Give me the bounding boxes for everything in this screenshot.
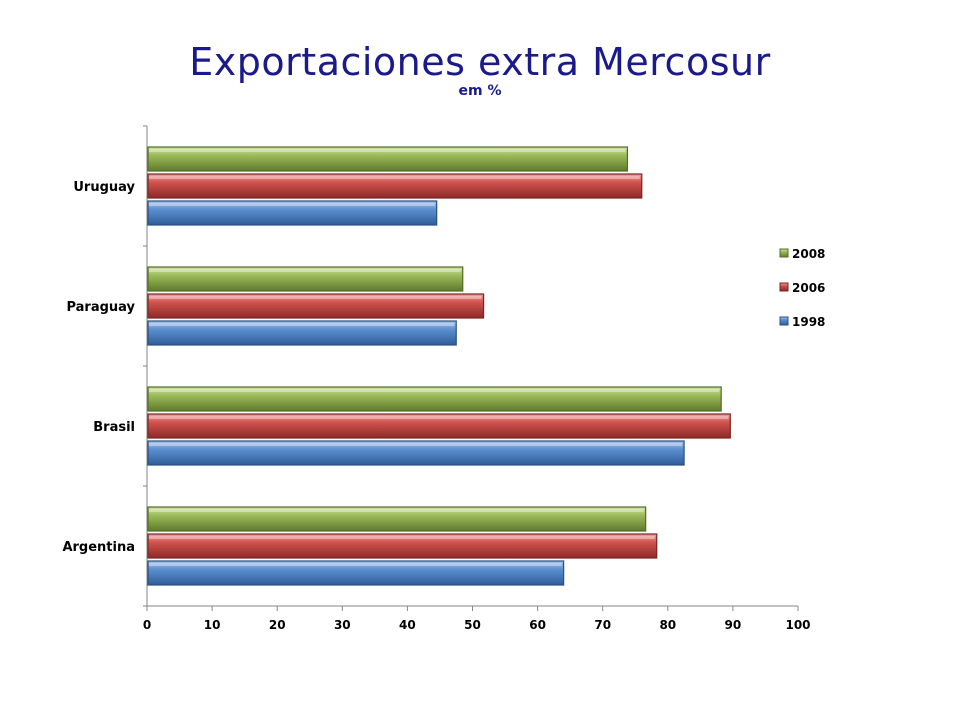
x-tick-label: 40: [399, 618, 416, 632]
bar-highlight: [149, 509, 644, 512]
legend-label-1998: 1998: [792, 315, 825, 329]
bar-paraguay-1998: [147, 320, 457, 346]
x-tick-label: 70: [594, 618, 611, 632]
legend-swatch-2008: [779, 248, 789, 258]
legend: 2008 2006 1998: [779, 247, 825, 329]
bar-highlight: [149, 176, 640, 179]
bar-highlight: [149, 269, 461, 272]
legend-swatch-2006: [779, 282, 789, 292]
x-tick-label: 80: [659, 618, 676, 632]
bar-highlight: [149, 563, 562, 566]
legend-label-2008: 2008: [792, 247, 825, 261]
x-tick-label: 10: [204, 618, 221, 632]
x-tick-label: 30: [334, 618, 351, 632]
bar-paraguay-2006: [147, 293, 485, 319]
bar-highlight: [149, 443, 683, 446]
bar-brasil-2006: [147, 413, 731, 439]
x-tick-label: 20: [269, 618, 286, 632]
x-tick-label: 90: [725, 618, 742, 632]
bar-highlight: [149, 389, 720, 392]
x-tick-label: 50: [464, 618, 481, 632]
bar-highlight: [149, 149, 626, 152]
legend-label-2006: 2006: [792, 281, 825, 295]
bar-argentina-2006: [147, 533, 658, 559]
bar-uruguay-2008: [147, 146, 629, 172]
x-tick-label: 0: [143, 618, 151, 632]
bars: [147, 146, 731, 586]
category-label-argentina: Argentina: [62, 540, 135, 555]
bar-brasil-2008: [147, 386, 722, 412]
legend-swatch-1998: [779, 316, 789, 326]
bar-highlight: [149, 296, 482, 299]
labels: 0 10 20 30 40 50 60 70 80 90 100 Argentina Brasil Par…: [62, 180, 810, 632]
bar-highlight: [149, 536, 655, 539]
chart-subtitle: em %: [458, 83, 502, 99]
bar-uruguay-2006: [147, 173, 643, 199]
axes: [143, 125, 799, 611]
bar-highlight: [149, 203, 435, 206]
bar-highlight: [149, 323, 455, 326]
category-label-paraguay: Paraguay: [66, 300, 135, 315]
chart-title: Exportaciones extra Mercosur: [189, 40, 771, 84]
bar-argentina-2008: [147, 506, 647, 532]
x-tick-label: 60: [529, 618, 546, 632]
bar-uruguay-1998: [147, 200, 438, 226]
bar-highlight: [149, 416, 729, 419]
category-label-brasil: Brasil: [93, 420, 135, 435]
category-label-uruguay: Uruguay: [73, 180, 135, 195]
bar-argentina-1998: [147, 560, 565, 586]
x-tick-label: 100: [785, 618, 810, 632]
bar-paraguay-2008: [147, 266, 464, 292]
bar-brasil-1998: [147, 440, 685, 466]
